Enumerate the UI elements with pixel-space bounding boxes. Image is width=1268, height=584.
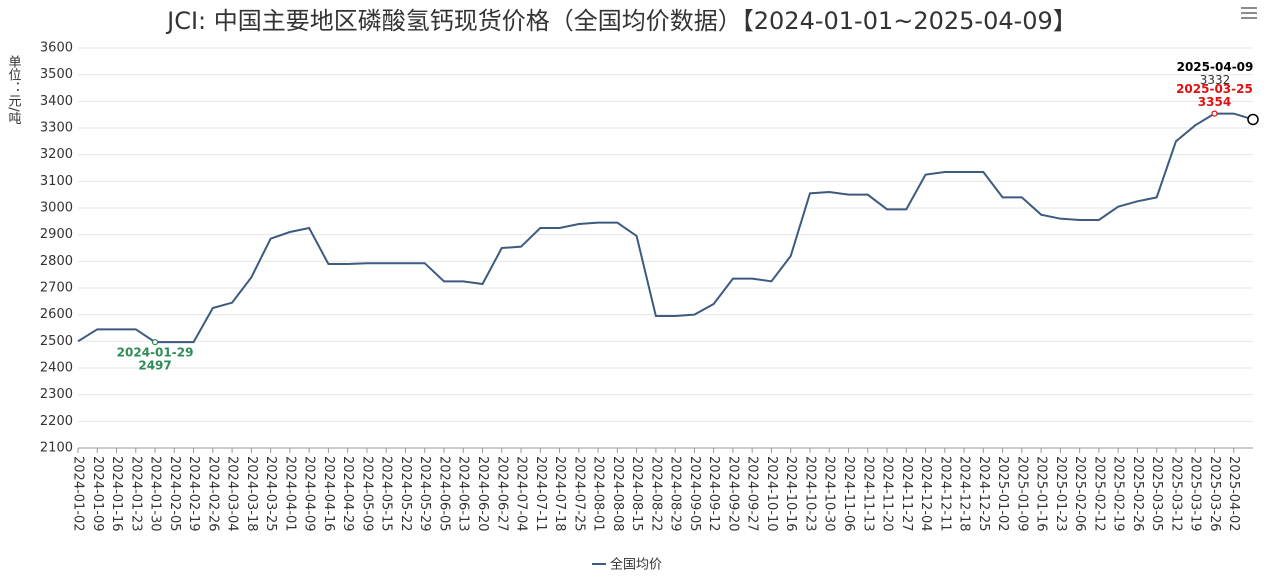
- x-tick-label: 2024-10-30: [822, 456, 837, 532]
- x-tick-label: 2024-01-02: [71, 456, 86, 532]
- x-tick-label: 2024-08-08: [610, 456, 625, 532]
- x-tick-label: 2024-07-18: [552, 456, 567, 532]
- annotation-label: 2024-01-29: [117, 346, 194, 360]
- x-tick-label: 2024-08-22: [648, 456, 663, 532]
- x-tick-label: 2024-06-20: [475, 456, 490, 532]
- x-tick-label: 2025-03-12: [1168, 456, 1183, 532]
- x-tick-label: 2024-02-19: [186, 456, 201, 532]
- x-tick-label: 2024-12-11: [937, 456, 952, 532]
- y-tick-label: 3300: [40, 121, 73, 136]
- x-tick-label: 2024-01-16: [109, 456, 124, 532]
- x-tick-label: 2024-04-29: [340, 456, 355, 532]
- x-tick-label: 2024-12-18: [957, 456, 972, 532]
- x-tick-label: 2024-08-29: [668, 456, 683, 532]
- x-tick-label: 2024-08-15: [629, 456, 644, 532]
- x-tick-label: 2024-12-04: [918, 456, 933, 532]
- y-tick-label: 2900: [40, 227, 73, 242]
- legend-label: 全国均价: [610, 557, 662, 573]
- annotation-value: 2497: [138, 359, 171, 373]
- y-tick-label: 3200: [40, 147, 73, 162]
- x-tick-label: 2024-07-25: [571, 456, 586, 532]
- x-tick-label: 2024-02-26: [205, 456, 220, 532]
- x-tick-label: 2025-04-02: [1226, 456, 1241, 532]
- y-tick-label: 3500: [40, 67, 73, 82]
- x-tick-label: 2024-10-10: [764, 456, 779, 532]
- x-tick-label: 2024-06-05: [436, 456, 451, 532]
- x-tick-label: 2025-03-26: [1207, 456, 1222, 532]
- x-tick-label: 2025-02-06: [1072, 456, 1087, 532]
- x-tick-label: 2024-03-25: [263, 456, 278, 532]
- x-tick-label: 2024-05-22: [398, 456, 413, 532]
- x-tick-label: 2024-01-30: [148, 456, 163, 532]
- y-tick-label: 2800: [40, 254, 73, 269]
- annotation-value: 3332: [1200, 73, 1231, 87]
- x-tick-label: 2024-04-16: [321, 456, 336, 532]
- x-tick-label: 2025-01-02: [995, 456, 1010, 532]
- x-tick-label: 2025-02-12: [1091, 456, 1106, 532]
- x-tick-label: 2024-09-27: [745, 456, 760, 532]
- y-tick-label: 2200: [40, 414, 73, 429]
- annotation-point: [1247, 113, 1259, 126]
- x-tick-label: 2024-06-13: [456, 456, 471, 532]
- x-tick-label: 2024-09-20: [725, 456, 740, 532]
- x-tick-label: 2024-07-11: [533, 456, 548, 532]
- y-tick-label: 2700: [40, 281, 73, 296]
- x-tick-label: 2025-03-05: [1149, 456, 1164, 532]
- x-tick-label: 2024-09-12: [706, 456, 721, 532]
- annotation-label: 2025-03-25: [1176, 82, 1253, 96]
- x-tick-label: 2025-01-16: [1034, 456, 1049, 532]
- x-tick-label: 2024-05-15: [379, 456, 394, 532]
- y-tick-label: 3400: [40, 94, 73, 109]
- x-tick-label: 2024-05-09: [359, 456, 374, 532]
- y-tick-label: 2300: [40, 387, 73, 402]
- y-tick-label: 3000: [40, 201, 73, 216]
- x-tick-label: 2024-09-05: [687, 456, 702, 532]
- x-tick-label: 2025-02-26: [1130, 456, 1145, 532]
- x-tick-label: 2024-01-23: [128, 456, 143, 532]
- x-tick-label: 2024-10-16: [783, 456, 798, 532]
- x-tick-label: 2024-11-06: [841, 456, 856, 532]
- y-tick-label: 2400: [40, 361, 73, 376]
- chart-title: JCI: 中国主要地区磷酸氢钙现货价格（全国均价数据）【2024-01-01~2…: [165, 7, 1077, 35]
- annotation-value: 3354: [1198, 95, 1231, 109]
- x-tick-label: 2025-01-09: [1014, 456, 1029, 532]
- annotation-label: 2025-04-09: [1177, 60, 1254, 74]
- annotation-point: [151, 339, 159, 346]
- x-tick-label: 2024-11-20: [880, 456, 895, 532]
- x-tick-label: 2024-11-13: [860, 456, 875, 532]
- x-tick-label: 2025-01-23: [1053, 456, 1068, 532]
- y-tick-label: 3600: [40, 41, 73, 56]
- x-tick-label: 2024-04-01: [282, 456, 297, 532]
- x-tick-label: 2024-01-09: [90, 456, 105, 532]
- x-tick-label: 2024-02-05: [167, 456, 182, 532]
- x-tick-label: 2024-07-04: [514, 456, 529, 532]
- x-tick-label: 2024-03-04: [225, 456, 240, 532]
- x-tick-label: 2025-02-19: [1111, 456, 1126, 532]
- x-tick-label: 2024-10-23: [802, 456, 817, 532]
- y-tick-label: 2500: [40, 334, 73, 349]
- y-axis-label: 单位：元/吨: [6, 55, 22, 125]
- x-tick-label: 2024-04-09: [302, 456, 317, 532]
- x-tick-label: 2024-06-27: [494, 456, 509, 532]
- x-tick-label: 2024-08-01: [591, 456, 606, 532]
- x-tick-label: 2024-03-18: [244, 456, 259, 532]
- y-tick-label: 2600: [40, 307, 73, 322]
- x-tick-label: 2024-12-25: [976, 456, 991, 532]
- y-tick-label: 2100: [40, 441, 73, 456]
- annotation-point: [1211, 110, 1218, 117]
- series-line: [77, 112, 1254, 344]
- x-tick-label: 2025-03-19: [1188, 456, 1203, 532]
- y-tick-label: 3100: [40, 174, 73, 189]
- menu-icon[interactable]: [1241, 7, 1257, 19]
- x-tick-label: 2024-11-27: [899, 456, 914, 532]
- x-tick-label: 2024-05-29: [417, 456, 432, 532]
